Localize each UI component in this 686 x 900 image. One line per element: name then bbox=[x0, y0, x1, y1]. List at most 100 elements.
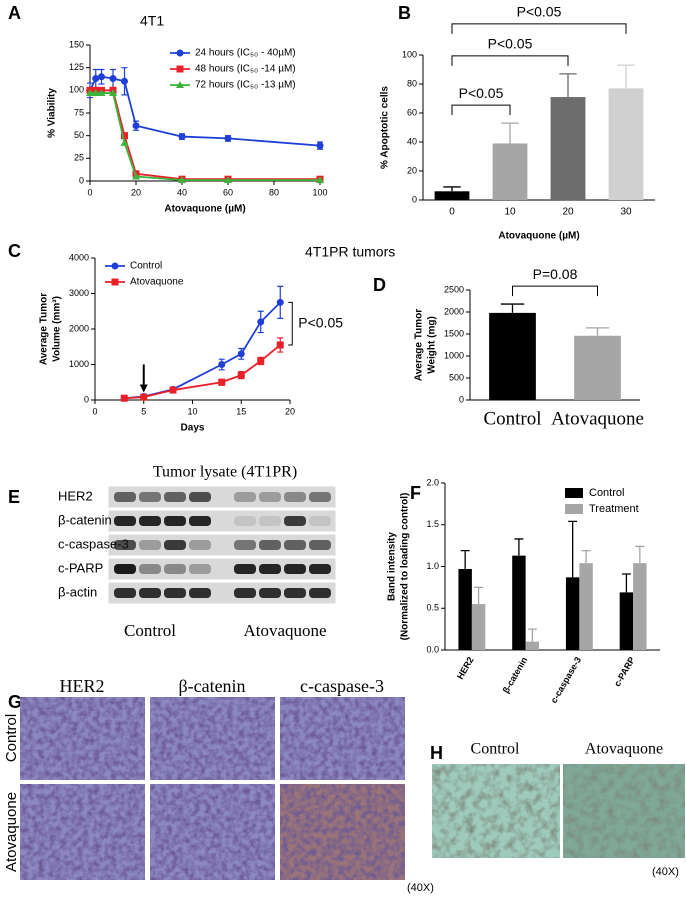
blot-band bbox=[284, 588, 306, 598]
marker bbox=[257, 318, 265, 326]
magnification: (40X) bbox=[652, 866, 679, 878]
bar bbox=[565, 577, 580, 650]
marker bbox=[257, 357, 265, 365]
bracket bbox=[288, 301, 293, 346]
marker bbox=[178, 176, 186, 184]
chart-title: 4T1 bbox=[140, 13, 164, 29]
blot-group: Control bbox=[124, 621, 176, 640]
blot-row-label: c-caspase-3 bbox=[58, 536, 129, 551]
marker bbox=[97, 89, 106, 97]
blot-band bbox=[114, 564, 136, 574]
y-tick-label: 50 bbox=[74, 130, 84, 140]
bar bbox=[434, 191, 470, 200]
marker bbox=[237, 371, 245, 379]
legend-label: Control bbox=[130, 261, 162, 272]
y-tick-label: 3000 bbox=[69, 288, 89, 298]
blot-band bbox=[164, 588, 186, 598]
error-bar bbox=[635, 545, 645, 564]
x-tick-label: 20 bbox=[131, 187, 141, 197]
y-tick-label: 100 bbox=[402, 49, 417, 59]
marker bbox=[132, 172, 140, 180]
panel-letter: B bbox=[398, 3, 411, 23]
y-axis-label: Band intensity bbox=[387, 532, 398, 601]
marker bbox=[218, 378, 226, 386]
bar bbox=[489, 312, 536, 400]
ihc-texture bbox=[150, 784, 275, 880]
y-tick-label: 100 bbox=[69, 85, 84, 95]
x-tick-label: 10 bbox=[504, 207, 516, 218]
x-tick-label: Control bbox=[483, 408, 541, 429]
bar bbox=[574, 335, 621, 400]
x-tick-label: 40 bbox=[177, 187, 187, 197]
marker bbox=[316, 176, 324, 184]
y-tick-label: 0 bbox=[79, 175, 84, 185]
marker bbox=[98, 73, 105, 81]
blot-band bbox=[189, 540, 211, 550]
marker bbox=[120, 138, 129, 146]
panel-letter: E bbox=[8, 487, 20, 507]
marker bbox=[109, 89, 117, 97]
chart-title: 4T1PR tumors bbox=[305, 244, 395, 260]
blot-strip bbox=[107, 509, 337, 533]
bracket bbox=[512, 285, 598, 297]
arrow-head bbox=[139, 384, 148, 393]
bar bbox=[550, 97, 586, 200]
annotation: P<0.05 bbox=[459, 85, 504, 101]
y-tick-label: 150 bbox=[69, 39, 84, 49]
bracket bbox=[451, 55, 569, 66]
marker bbox=[132, 122, 140, 130]
ihc-texture bbox=[20, 697, 145, 780]
bar bbox=[471, 604, 486, 650]
ihc-row: Atovaquone bbox=[3, 792, 20, 872]
x-tick-label: Atovaquone bbox=[551, 408, 644, 429]
y-tick-label: 20 bbox=[407, 165, 417, 175]
blot-strip bbox=[107, 485, 337, 509]
y-tick-label: 1.5 bbox=[426, 519, 439, 529]
x-axis-label: Atovaquone (µM) bbox=[498, 231, 579, 242]
stain-column: Control bbox=[471, 741, 520, 758]
y-axis-label: Volume (mm³) bbox=[52, 296, 63, 362]
blot-band bbox=[309, 540, 331, 550]
bar bbox=[525, 641, 540, 650]
blot-band bbox=[139, 540, 161, 550]
y-tick-label: 75 bbox=[74, 107, 84, 117]
blot-group: Atovaquone bbox=[243, 621, 326, 640]
error-bar bbox=[460, 549, 470, 570]
legend-label: Control bbox=[589, 487, 624, 499]
marker bbox=[111, 278, 119, 286]
ihc-texture bbox=[280, 784, 405, 880]
panel-letter: G bbox=[8, 692, 22, 712]
blot-band bbox=[284, 564, 306, 574]
y-tick-label: 2000 bbox=[69, 323, 89, 333]
bracket bbox=[451, 23, 627, 34]
marker bbox=[276, 341, 284, 349]
blot-band bbox=[114, 516, 136, 526]
blot-band bbox=[139, 516, 161, 526]
blot-band bbox=[309, 588, 331, 598]
bar bbox=[619, 592, 634, 650]
blot-band bbox=[234, 588, 256, 598]
blot-row-label: β-actin bbox=[58, 584, 97, 599]
blot-row-label: c-PARP bbox=[58, 560, 103, 575]
error-bar bbox=[568, 520, 578, 578]
blot-band bbox=[189, 516, 211, 526]
y-axis-label: Average Tumor bbox=[414, 309, 425, 381]
legend-label: 72 hours (IC₅₀ -13 µM) bbox=[195, 80, 296, 91]
marker bbox=[121, 77, 128, 85]
annotation: P=0.08 bbox=[533, 266, 578, 282]
bar bbox=[579, 563, 593, 650]
error-bar bbox=[500, 303, 525, 313]
marker bbox=[224, 134, 232, 142]
blot-band bbox=[284, 540, 306, 550]
blot-band bbox=[259, 540, 281, 550]
x-tick-label: 20 bbox=[285, 406, 295, 416]
stain-column: Atovaquone bbox=[585, 741, 663, 758]
blot-band bbox=[284, 492, 306, 502]
x-tick-label: β-catenin bbox=[501, 655, 530, 695]
blot-band bbox=[259, 516, 281, 526]
blot-band bbox=[164, 564, 186, 574]
blot-band bbox=[309, 516, 331, 526]
marker bbox=[92, 75, 100, 83]
bar bbox=[492, 143, 528, 200]
